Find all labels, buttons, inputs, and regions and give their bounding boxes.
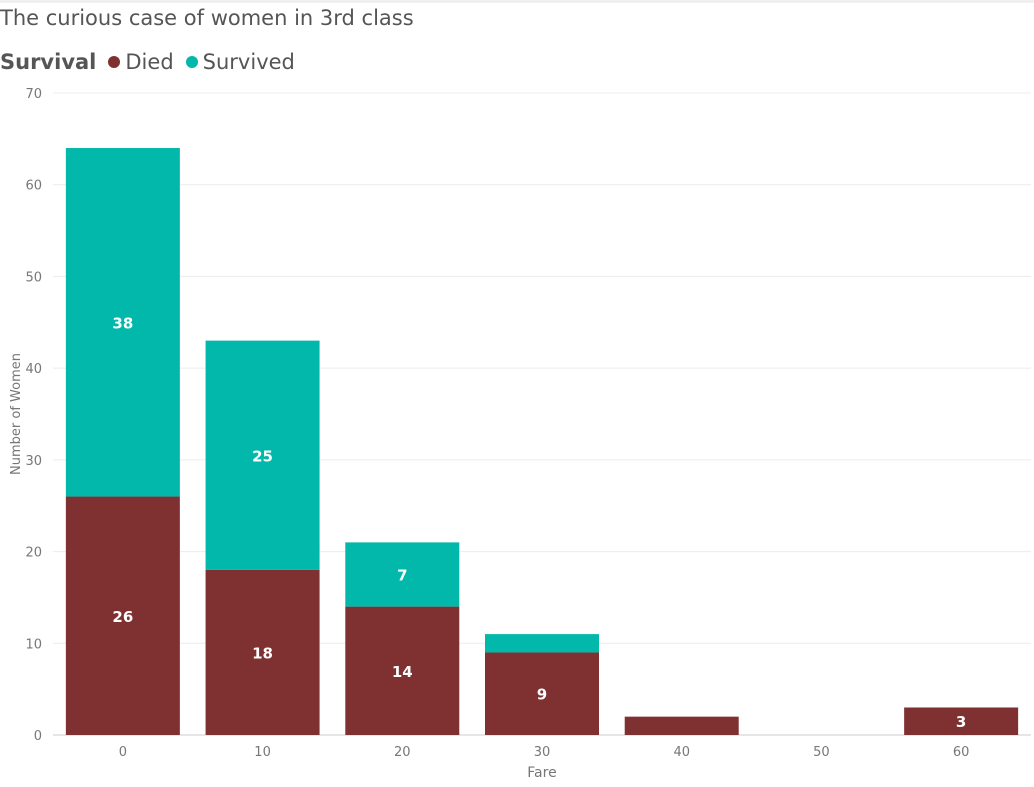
y-tick-label-40: 40	[25, 362, 42, 377]
bar-died-30	[485, 652, 599, 735]
data-label-died-60: 3	[956, 713, 966, 731]
data-label-survived-0: 38	[112, 314, 133, 332]
legend-label-died: Died	[125, 50, 174, 74]
bar-died-10	[205, 569, 320, 735]
x-tick-label-60: 60	[953, 745, 970, 760]
legend-item-died[interactable]: Died	[108, 50, 174, 74]
legend: Survival Died Survived	[0, 50, 307, 74]
legend-dot-survived-icon	[185, 56, 198, 68]
data-label-died-30: 9	[537, 686, 547, 704]
legend-title: Survival	[0, 50, 97, 74]
legend-label-survived: Survived	[202, 50, 295, 74]
bar-died-0	[65, 496, 180, 735]
y-tick-label-30: 30	[25, 454, 42, 469]
y-axis-title: Number of Women	[9, 353, 24, 475]
y-tick-label-10: 10	[25, 637, 42, 652]
legend-item-survived[interactable]: Survived	[185, 50, 295, 74]
data-label-survived-20: 7	[397, 567, 407, 585]
y-tick-label-70: 70	[25, 87, 42, 102]
x-tick-label-20: 20	[394, 745, 411, 760]
data-label-survived-10: 25	[252, 447, 273, 465]
legend-dot-died-icon	[108, 56, 121, 68]
data-label-died-10: 18	[252, 644, 273, 662]
bar-died-60	[904, 707, 1019, 735]
x-tick-label-40: 40	[673, 745, 690, 760]
x-tick-label-10: 10	[254, 745, 271, 760]
top-rule	[0, 0, 1034, 3]
bar-survived-30	[485, 634, 599, 653]
bar-died-40	[624, 716, 739, 735]
data-label-died-20: 14	[392, 663, 413, 681]
bar-died-20	[345, 606, 460, 735]
y-tick-label-50: 50	[25, 270, 42, 285]
y-tick-label-60: 60	[25, 179, 42, 194]
x-tick-label-0: 0	[119, 745, 127, 760]
x-axis-title: Fare	[527, 765, 556, 781]
x-tick-label-50: 50	[813, 745, 830, 760]
bar-survived-20	[345, 542, 460, 607]
y-tick-label-0: 0	[34, 729, 42, 744]
bar-survived-10	[205, 340, 320, 570]
y-tick-label-20: 20	[25, 546, 42, 561]
bar-survived-0	[65, 148, 180, 497]
x-tick-label-30: 30	[534, 745, 551, 760]
chart-title: The curious case of women in 3rd class	[0, 6, 414, 30]
data-label-died-0: 26	[112, 608, 133, 626]
